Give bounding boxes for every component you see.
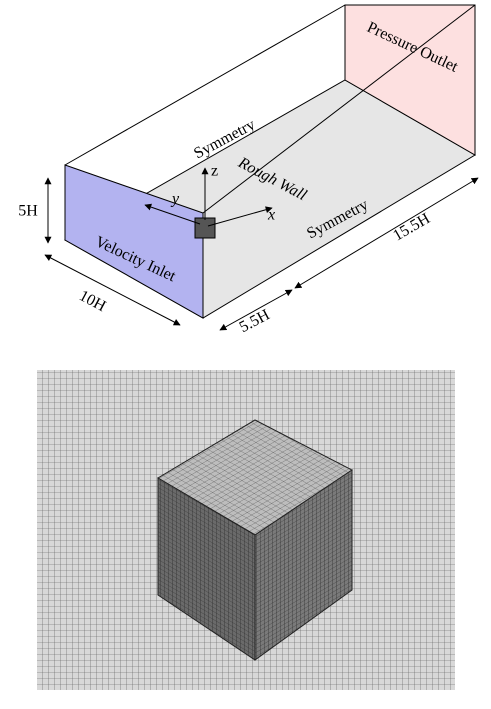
label: y: [170, 191, 180, 208]
label: 5H: [18, 203, 38, 220]
cube: [195, 218, 215, 238]
figure: Pressure Outlet Symmetry Rough Wall Symm…: [0, 0, 491, 704]
label: 10H: [76, 287, 109, 315]
label: 5.5H: [237, 306, 273, 336]
label: 15.5H: [390, 210, 433, 245]
mesh-view: [37, 370, 455, 690]
page: Pressure Outlet Symmetry Rough Wall Symm…: [0, 0, 491, 704]
label: z: [211, 163, 218, 180]
label: x: [267, 207, 275, 224]
